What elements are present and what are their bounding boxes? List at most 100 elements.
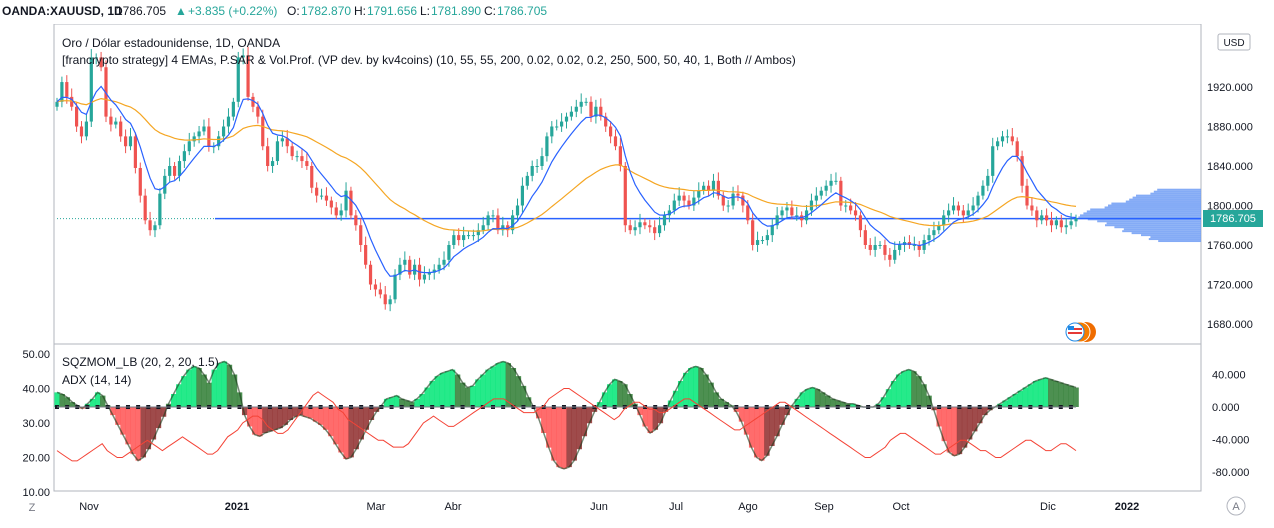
volume-profile-bar [1154,191,1201,193]
price-axis[interactable]: 1920.000 1880.000 1840.000 1800.000 1760.000… [1207,82,1253,331]
momentum-bar [556,407,561,467]
volume-profile-bar [1141,234,1201,236]
candle-body [580,102,583,107]
volume-profile-bar [1105,206,1201,208]
volume-profile-bar [1132,232,1201,234]
momentum-bar [141,407,146,457]
change-up-icon: ▲ [175,4,187,18]
candle-body [491,215,494,216]
auto-scale-button[interactable]: A [1232,501,1240,513]
candle-body [584,102,587,103]
candle-body [575,107,578,112]
candle-body [751,220,754,245]
candle-body [467,235,470,236]
candle-body [526,176,529,186]
candle-body [756,240,759,245]
strategy-legend[interactable]: [francrypto strategy] 4 EMAs, P.SAR & V… [62,53,796,67]
candle-body [55,102,58,107]
symbol-label[interactable]: OANDA:XAUUSD, 1D [2,4,123,18]
time-tick-label: 2022 [1115,501,1139,513]
volume-profile-bar [1111,203,1201,205]
candle-body [869,245,872,250]
candle-body [266,146,269,166]
candle-body [1025,186,1028,206]
momentum-tick-label: 0.000 [1212,402,1240,414]
candle-body [844,206,847,207]
time-tick-label: Mar [367,501,386,513]
candle-body [75,107,78,127]
candle-body [80,127,83,137]
candle-body [790,207,793,215]
momentum-bar [1063,384,1068,407]
momentum-bar [1028,384,1033,407]
candle-body [619,146,622,166]
candle-body [633,227,636,230]
momentum-bar [901,371,906,407]
zoom-button[interactable]: Z [29,502,36,514]
candle-body [624,166,627,225]
time-tick-label: Dic [1040,501,1056,513]
candle-body [815,196,818,201]
momentum-bar [947,407,952,453]
candle-body [825,186,828,191]
candle-body [393,275,396,300]
volume-profile-bar [1122,230,1201,232]
candle-body [344,191,347,211]
high-label: H: [354,4,366,18]
adx-tick-label: 10.00 [22,487,50,499]
candle-body [859,215,862,230]
price-tick-label: 1680.000 [1207,319,1253,331]
candle-body [310,166,313,188]
momentum-bar [587,407,592,423]
candle-body [736,194,739,196]
candle-body [315,188,318,196]
high-value: 1791.656 [367,4,417,18]
economic-events-icon[interactable] [1066,322,1096,342]
candle-body [947,210,950,215]
candle-body [447,245,450,260]
momentum-bar [440,373,445,407]
momentum-bar [820,392,825,407]
candle-body [1040,215,1043,220]
volume-profile-bar [1150,193,1201,195]
candle-body [1055,220,1058,225]
momentum-bar [1073,388,1078,408]
momentum-bar [1058,383,1063,407]
momentum-bar [136,407,141,461]
candle-body [962,210,965,215]
main-pane[interactable] [54,24,1201,344]
price-change: +3.835 (+0.22%) [188,4,277,18]
momentum-bar [1053,381,1058,407]
candle-body [957,206,960,211]
candle-body [531,166,534,176]
sqzmom-legend[interactable]: SQZMOM_LB (20, 2, 20, 1.5) [62,355,219,369]
adx-axis[interactable]: 50.00 40.00 30.00 20.00 10.00 [22,349,50,499]
candle-body [687,201,690,206]
volume-profile-bar [1107,222,1201,224]
volume-profile-bar [1080,214,1201,216]
momentum-bar [911,371,916,407]
candle-body [1060,220,1063,227]
candle-body [545,136,548,156]
candle-body [85,122,88,137]
candle-body [349,191,352,216]
candle-body [281,138,284,141]
candle-body [1050,220,1053,225]
candle-body [168,166,171,176]
candle-body [516,206,519,216]
candle-body [1001,136,1004,141]
candle-body [731,194,734,206]
adx-legend[interactable]: ADX (14, 14) [62,373,131,387]
candle-body [1074,219,1077,222]
candle-body [144,196,147,221]
candle-body [452,235,455,245]
momentum-bar [328,407,333,436]
close-label: C: [484,4,496,18]
candle-body [197,131,200,136]
momentum-bar [323,407,328,430]
momentum-bar [754,407,759,457]
time-axis[interactable]: Nov 2021 Mar Abr Jun Jul Ago Sep Oct Dic 2022 [79,501,1139,513]
momentum-bar [1023,388,1028,408]
momentum-bar [937,407,942,427]
momentum-axis[interactable]: 40.000 0.000 -40.000 -80.000 [1212,370,1249,480]
